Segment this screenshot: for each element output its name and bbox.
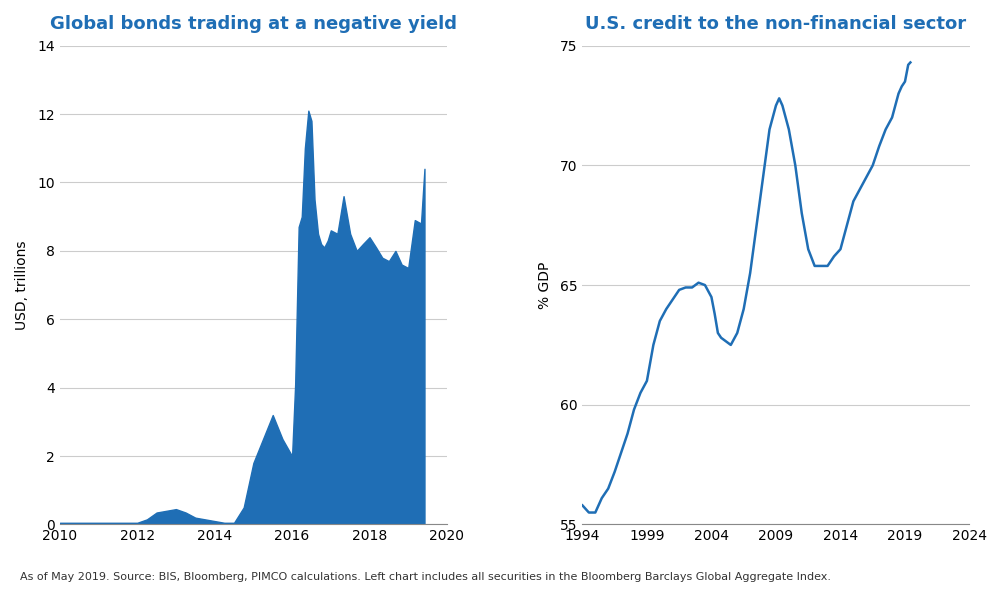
Y-axis label: % GDP: % GDP xyxy=(538,261,551,309)
Y-axis label: USD, trillions: USD, trillions xyxy=(15,241,29,330)
Text: As of May 2019. Source: BIS, Bloomberg, PIMCO calculations. Left chart includes : As of May 2019. Source: BIS, Bloomberg, … xyxy=(20,572,831,582)
Title: U.S. credit to the non-financial sector: U.S. credit to the non-financial sector xyxy=(585,15,967,33)
Title: Global bonds trading at a negative yield: Global bonds trading at a negative yield xyxy=(50,15,457,33)
